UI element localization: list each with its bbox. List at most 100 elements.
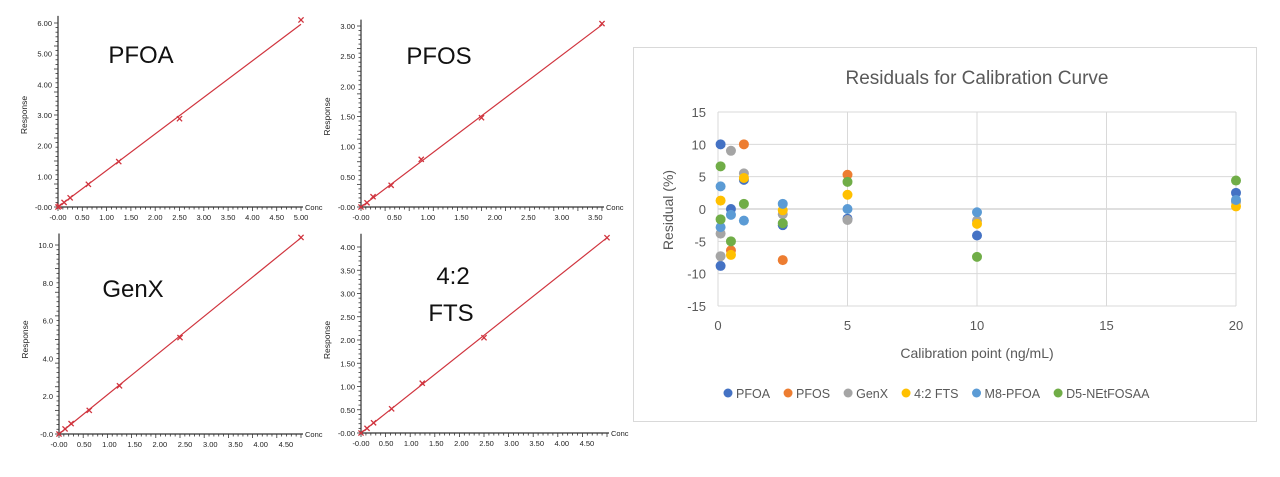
legend-marker (723, 388, 733, 398)
legend-item-genx: GenX (843, 387, 889, 401)
y-tick-label: 5.00 (37, 50, 52, 59)
residual-point-genx (715, 251, 726, 262)
calibration-chart-pfoa: -0.00 0.50 1.00 1.50 2.00 2.50 3.00 3.50 4.00 4.5… (19, 15, 323, 222)
legend-item-d5-netfosaa: D5-NEtFOSAA (1053, 387, 1150, 401)
x-tick-label: 1.50 (124, 213, 139, 222)
x-tick-label: 5.00 (294, 213, 309, 222)
x-tick-label: 2.00 (153, 440, 168, 449)
y-tick-label: 6.00 (37, 19, 52, 28)
x-tick-label: 3.00 (504, 439, 519, 448)
y-tick-label: 2.00 (340, 336, 355, 345)
fit-line (57, 23, 302, 208)
residual-point-4-2-fts (725, 249, 736, 260)
y-tick-label: 8.0 (43, 279, 53, 288)
x-tick-label: 2.00 (148, 213, 163, 222)
calibration-curves: -0.00 0.50 1.00 1.50 2.00 2.50 3.00 3.50 4.00 4.5… (19, 15, 629, 449)
residual-point-4-2-fts (972, 218, 982, 229)
data-point-marker (176, 115, 183, 122)
residual-point-pfoa (972, 230, 982, 241)
x-tick-label: 5 (844, 318, 851, 333)
compound-title: FTS (428, 300, 473, 327)
data-point-marker (85, 181, 92, 188)
x-axis-label: Conc (305, 203, 323, 212)
x-tick-label: 1.00 (99, 213, 114, 222)
data-point-marker (176, 334, 184, 341)
x-tick-label: 2.50 (479, 439, 494, 448)
fit-line (360, 24, 603, 208)
compound-title: PFOS (406, 43, 471, 70)
x-tick-label: 1.00 (102, 440, 117, 449)
y-tick-label: 6.0 (43, 317, 53, 326)
residual-point-m8-pfoa (738, 215, 749, 226)
y-tick-label: 0.50 (340, 406, 355, 415)
y-tick-label: 2.50 (340, 52, 355, 61)
y-axis-label: Response (20, 320, 30, 359)
y-tick-label: 1.50 (340, 359, 355, 368)
y-tick-label: 4.00 (340, 243, 355, 252)
legend-marker (843, 388, 853, 398)
residual-point-d5-netfosaa (1231, 175, 1241, 186)
data-point-marker (61, 199, 68, 206)
residual-point-m8-pfoa (972, 207, 982, 218)
y-axis-label: Response (322, 97, 332, 136)
y-axis-label: Response (322, 321, 332, 360)
x-axis-label: Conc (305, 430, 323, 439)
x-tick-label: -0.00 (50, 440, 67, 449)
x-tick-label: 2.50 (172, 213, 187, 222)
x-tick-label: 1.50 (127, 440, 142, 449)
compound-title: PFOA (108, 42, 173, 69)
calibration-chart-42fts: -0.00 0.50 1.00 1.50 2.00 2.50 3.00 3.50 4.00 4.5… (322, 233, 629, 448)
x-tick-label: 1.00 (404, 439, 419, 448)
residual-point-genx (842, 214, 853, 225)
data-point-marker (598, 20, 606, 27)
y-tick-label: 3.00 (37, 111, 52, 120)
residual-point-d5-netfosaa (842, 176, 853, 187)
residual-point-pfoa (715, 139, 726, 150)
series-d5-netfosaa (715, 161, 1241, 262)
compound-title: 4:2 (436, 263, 469, 290)
data-point-marker (363, 199, 371, 206)
residuals-legend: PFOA PFOS GenX 4:2 FTS M8-PFOA D5-NEtFOSAA (723, 387, 1150, 401)
data-point-marker (115, 158, 122, 165)
residuals-y-tick-labels: 15 10 5 0 -5 -10 -15 (687, 105, 706, 314)
x-tick-label: 10 (970, 318, 984, 333)
fit-line (360, 237, 608, 434)
residual-point-m8-pfoa (715, 222, 726, 233)
fit-line (58, 237, 302, 435)
x-tick-label: 0.50 (379, 439, 394, 448)
y-tick-label: 3.00 (340, 22, 355, 31)
x-tick-label: 2.00 (488, 213, 503, 222)
x-tick-label: 3.50 (221, 213, 236, 222)
residual-point-m8-pfoa (725, 209, 736, 220)
data-point-marker (86, 407, 93, 414)
residual-point-d5-netfosaa (715, 161, 726, 172)
y-tick-label: 2.00 (340, 82, 355, 91)
y-tick-label: -15 (687, 299, 706, 314)
legend-label: 4:2 FTS (914, 387, 958, 401)
data-point-marker (297, 234, 305, 241)
x-tick-label: 0 (714, 318, 721, 333)
legend-marker (901, 388, 911, 398)
y-tick-label: 1.50 (340, 113, 355, 122)
residuals-x-tick-labels: 0 5 10 15 20 (714, 318, 1243, 333)
y-tick-label: 1.00 (340, 383, 355, 392)
x-tick-label: 4.00 (245, 213, 260, 222)
y-tick-label: -5 (694, 234, 706, 249)
x-tick-label: 4.00 (555, 439, 570, 448)
legend-item-4-2-fts: 4:2 FTS (901, 387, 959, 401)
x-tick-label: 1.50 (454, 213, 469, 222)
x-tick-label: 20 (1229, 318, 1243, 333)
x-axis-label: Conc (606, 203, 624, 212)
data-point-marker (603, 234, 611, 241)
x-tick-label: 15 (1099, 318, 1113, 333)
residual-point-pfos (842, 169, 853, 180)
data-point-marker (56, 203, 63, 210)
residual-point-pfoa (715, 260, 726, 271)
x-tick-label: 2.00 (454, 439, 469, 448)
legend-marker (1053, 388, 1063, 398)
residual-point-genx (725, 145, 736, 156)
data-point-marker (67, 194, 74, 201)
compound-title: GenX (102, 276, 163, 303)
y-tick-label: 1.00 (340, 143, 355, 152)
